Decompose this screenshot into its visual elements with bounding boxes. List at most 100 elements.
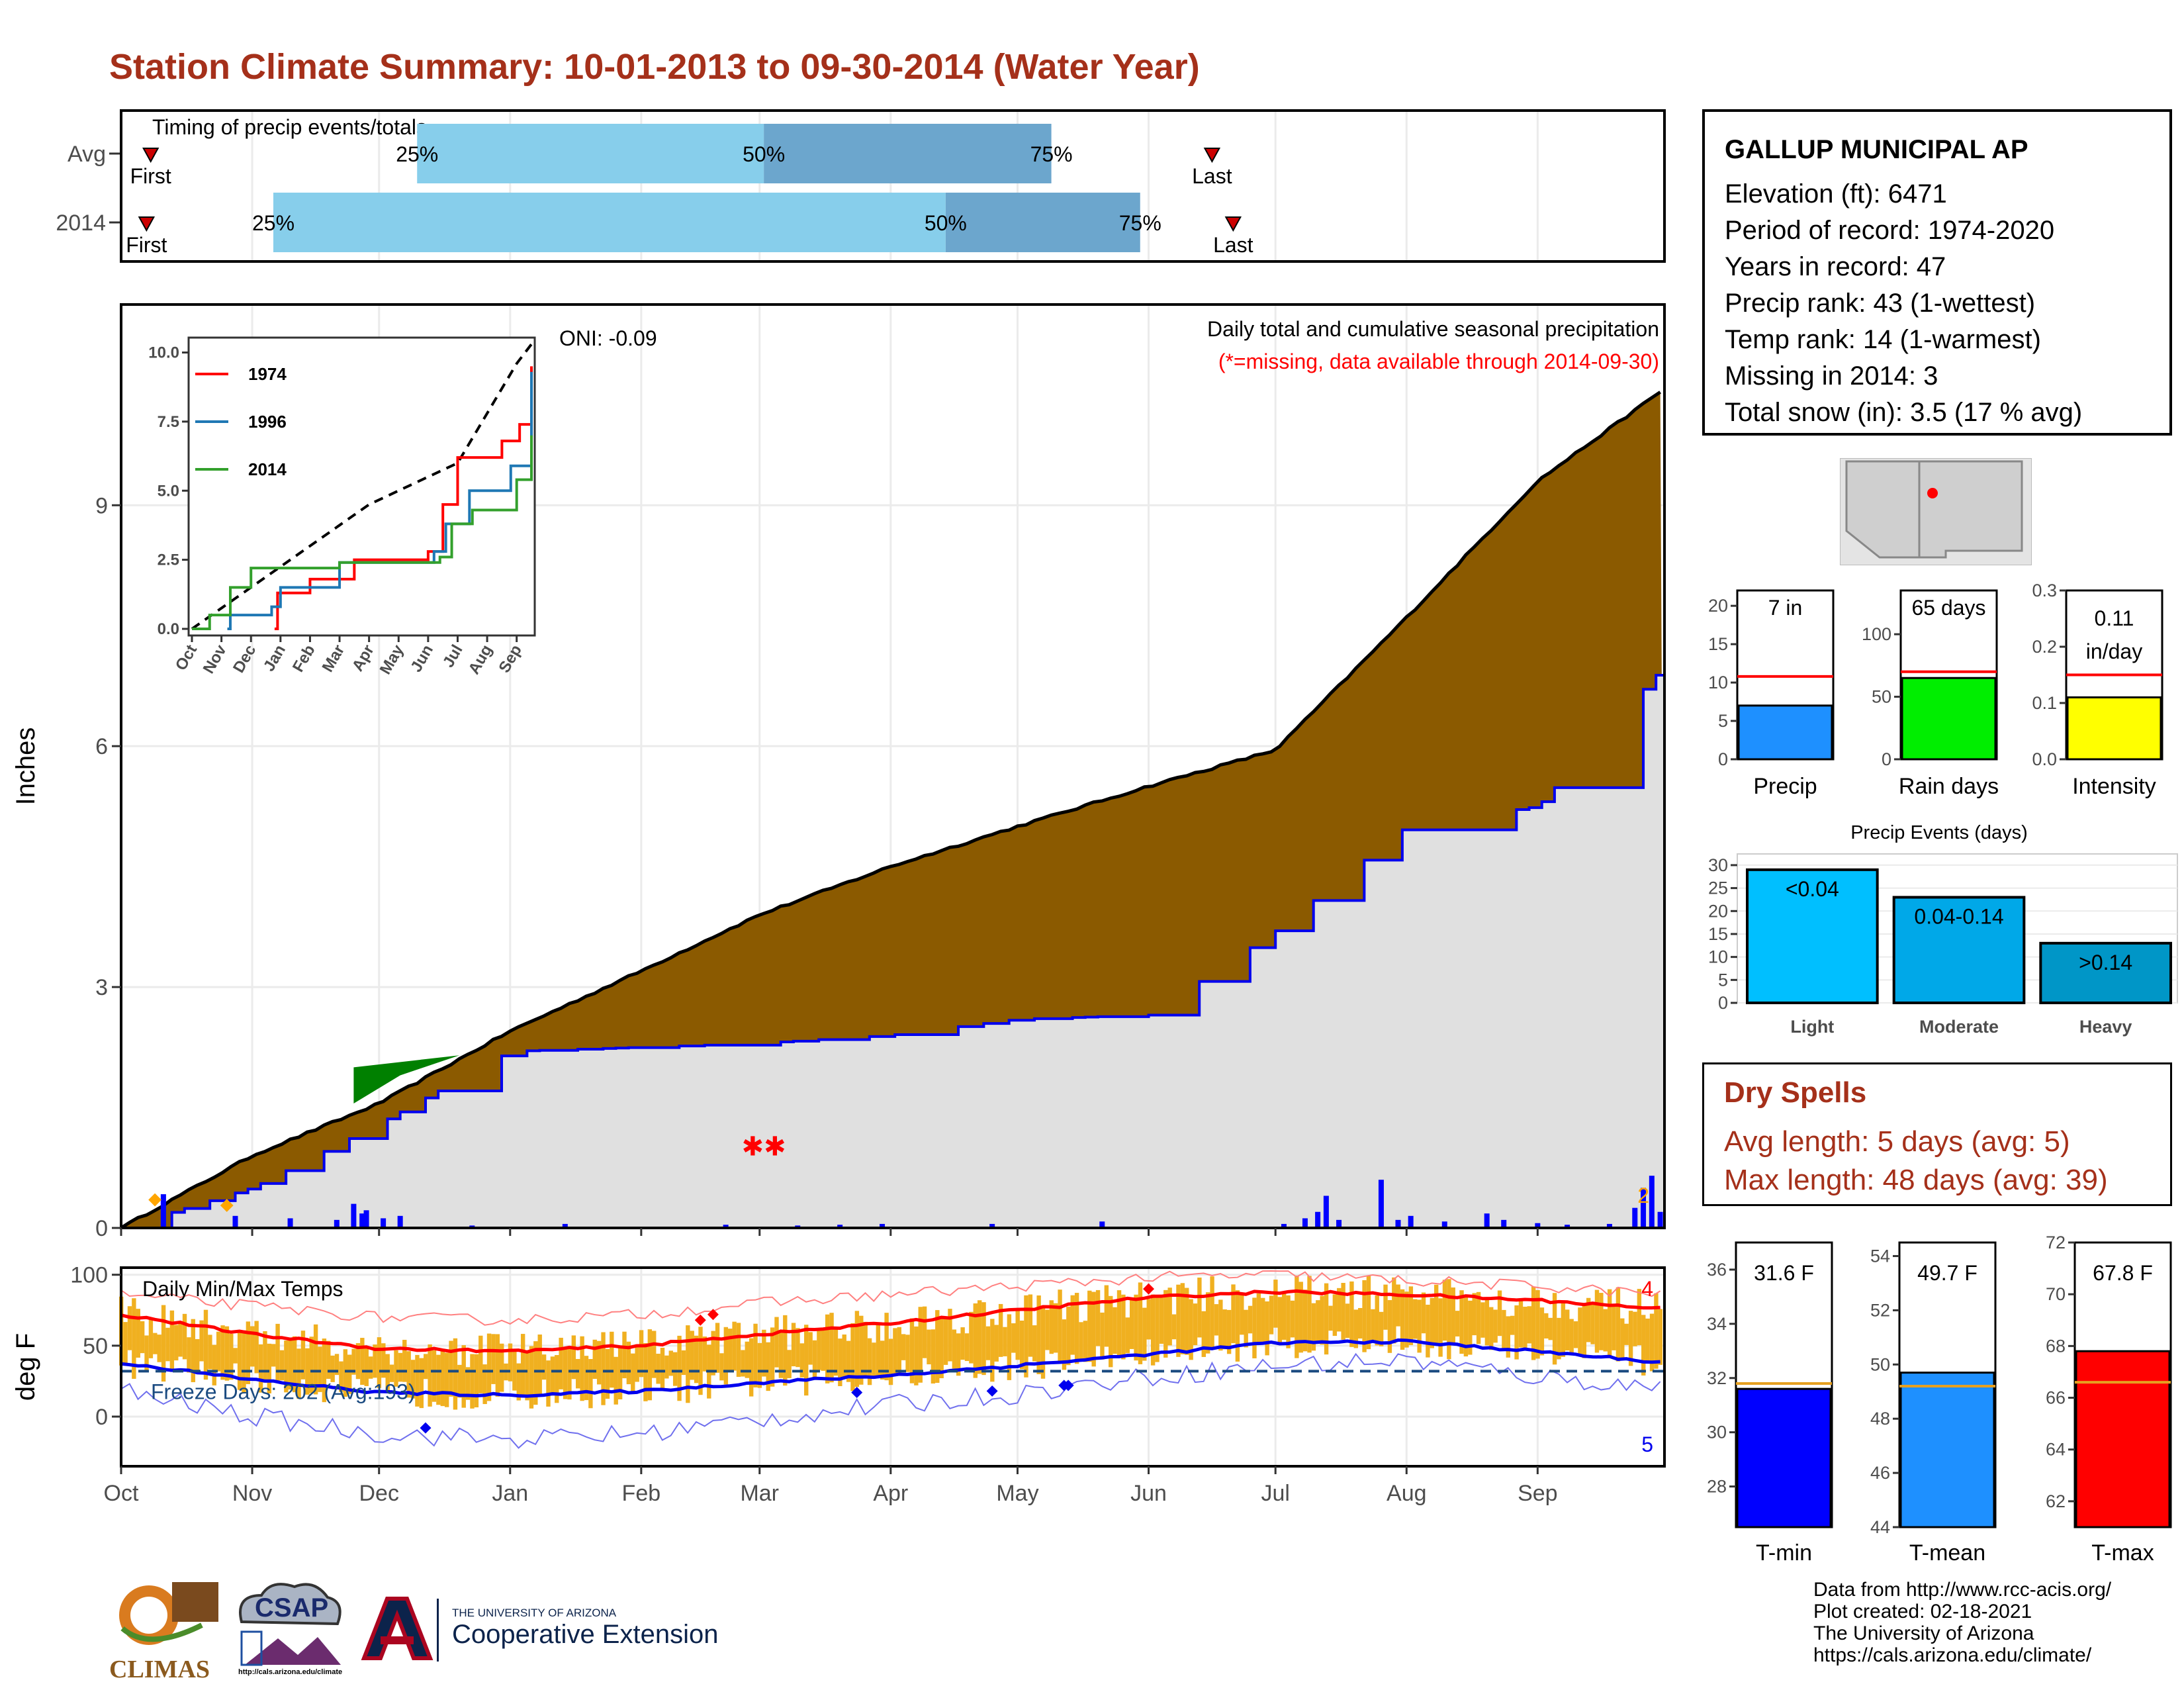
station-info-line: Total snow (in): 3.5 (17 % avg) xyxy=(1725,398,2083,427)
daily-temp-bar xyxy=(1290,1300,1295,1338)
daily-temp-bar xyxy=(1104,1285,1109,1347)
daily-temp-bar xyxy=(622,1331,627,1379)
daily-temp-bar xyxy=(1138,1282,1143,1364)
daily-temp-bar xyxy=(233,1348,238,1364)
daily-temp-bar xyxy=(1240,1293,1244,1335)
current-cumulative-line xyxy=(121,665,1666,1229)
mini-ytick-label: 20 xyxy=(1708,596,1728,616)
daily-temp-bar xyxy=(1506,1316,1511,1358)
daily-precip-bar xyxy=(1378,1180,1384,1228)
daily-precip-bar xyxy=(160,1194,166,1228)
daily-temp-bar xyxy=(1484,1299,1490,1346)
event-bar-label: Light xyxy=(1790,1017,1834,1037)
daily-temp-bar xyxy=(1396,1284,1400,1327)
daily-temp-bar xyxy=(1320,1295,1324,1345)
month-tick-label: May xyxy=(996,1481,1038,1506)
daily-temp-bar xyxy=(1134,1294,1138,1361)
daily-temp-bar xyxy=(605,1348,610,1399)
daily-temp-bar xyxy=(1387,1299,1392,1353)
mini-bar-value-unit: in/day xyxy=(2086,639,2142,663)
daily-temp-bar xyxy=(1070,1295,1075,1355)
temp-heading: Daily Min/Max Temps xyxy=(142,1277,343,1301)
daily-temp-bar xyxy=(901,1334,906,1360)
daily-temp-bar xyxy=(368,1356,373,1379)
daily-temp-bar xyxy=(495,1334,500,1397)
inset-avg-line xyxy=(191,343,533,630)
daily-temp-bar xyxy=(592,1339,597,1380)
daily-temp-bar xyxy=(1392,1277,1396,1344)
daily-temp-bar xyxy=(474,1354,479,1408)
ua-name: THE UNIVERSITY OF ARIZONA xyxy=(452,1607,617,1619)
daily-temp-bar xyxy=(1003,1327,1007,1356)
daily-temp-bar xyxy=(271,1344,276,1367)
daily-temp-bar xyxy=(1142,1307,1147,1361)
daily-temp-bar xyxy=(563,1348,568,1399)
daily-temp-bar xyxy=(432,1350,437,1402)
daily-temp-bar xyxy=(415,1354,420,1407)
daily-temp-bar xyxy=(931,1329,936,1384)
daily-temp-bar xyxy=(178,1321,183,1357)
daily-temp-bar xyxy=(964,1333,970,1362)
daily-temp-bar xyxy=(258,1344,263,1393)
inset-legend-label: 2014 xyxy=(248,459,287,479)
daily-temp-bar xyxy=(652,1331,657,1378)
record-low-line xyxy=(120,1352,1661,1449)
precip-ytick-label: 0 xyxy=(95,1216,108,1238)
record-high-count: 4 xyxy=(1641,1277,1653,1301)
daily-temp-bar xyxy=(224,1326,230,1381)
daily-temp-bar xyxy=(550,1356,555,1396)
last-marker-icon xyxy=(1224,216,1242,232)
daily-temp-bar xyxy=(596,1340,602,1385)
daily-temp-bar xyxy=(973,1303,978,1378)
mini-bar-value: 0.11 xyxy=(2095,606,2134,630)
daily-temp-bar xyxy=(778,1331,784,1378)
mini-bar-value: 7 in xyxy=(1768,596,1803,620)
daily-temp-bar xyxy=(1510,1315,1515,1335)
daily-temp-bar xyxy=(1302,1289,1308,1352)
daily-temp-bar xyxy=(377,1337,382,1388)
daily-temp-bar xyxy=(1281,1292,1287,1340)
daily-temp-bar xyxy=(136,1309,140,1358)
daily-temp-bar xyxy=(1150,1294,1156,1366)
daily-temp-bar xyxy=(584,1356,589,1401)
daily-temp-bar xyxy=(1557,1317,1561,1360)
daily-temp-bar xyxy=(1366,1276,1371,1350)
daily-temp-bar xyxy=(1121,1294,1126,1360)
month-tick-label: Dec xyxy=(359,1481,398,1506)
daily-temp-bar xyxy=(309,1336,314,1393)
daily-temp-bar xyxy=(322,1338,327,1403)
dry-spells-box: Dry Spells Avg length: 5 days (avg: 5) M… xyxy=(1702,1062,2172,1206)
daily-temp-bar xyxy=(313,1324,318,1395)
daily-temp-bar xyxy=(1417,1299,1422,1353)
daily-temp-bar xyxy=(1218,1299,1223,1351)
daily-temp-bar xyxy=(398,1352,403,1382)
month-tick-label: Oct xyxy=(104,1481,139,1506)
daily-temp-bar xyxy=(1552,1293,1557,1365)
dry-spells-avg: Avg length: 5 days (avg: 5) xyxy=(1724,1125,2070,1158)
events-ytick-label: 20 xyxy=(1708,901,1728,921)
daily-temp-bar xyxy=(914,1326,919,1385)
daily-temp-bar xyxy=(1248,1305,1253,1334)
daily-temp-bar xyxy=(1476,1291,1481,1344)
mini-ytick-label: 0.0 xyxy=(2032,749,2057,769)
daily-precip-bar xyxy=(363,1210,369,1228)
daily-temp-bar xyxy=(1210,1276,1214,1348)
daily-precip-bar xyxy=(1657,1211,1663,1228)
daily-temp-bar xyxy=(821,1330,825,1371)
last-marker-icon xyxy=(1203,148,1221,164)
daily-temp-bar xyxy=(1383,1284,1388,1330)
daily-temp-bar xyxy=(723,1327,729,1385)
daily-temp-bar xyxy=(1468,1300,1473,1355)
timing-heading: Timing of precip events/totals xyxy=(152,115,427,139)
daily-temp-bar xyxy=(842,1334,846,1378)
inset-ytick-label: 2.5 xyxy=(158,551,179,569)
snow-marker-icon xyxy=(220,1199,234,1212)
daily-temp-bar xyxy=(512,1350,517,1391)
credit-line: Plot created: 02-18-2021 xyxy=(1813,1601,2032,1622)
daily-temp-bar xyxy=(1472,1293,1477,1336)
record-low-marker-icon xyxy=(986,1385,998,1397)
daily-temp-bar xyxy=(275,1323,280,1383)
daily-temp-bar xyxy=(796,1328,800,1368)
daily-temp-bar xyxy=(626,1341,631,1385)
first-marker-icon xyxy=(142,148,159,164)
